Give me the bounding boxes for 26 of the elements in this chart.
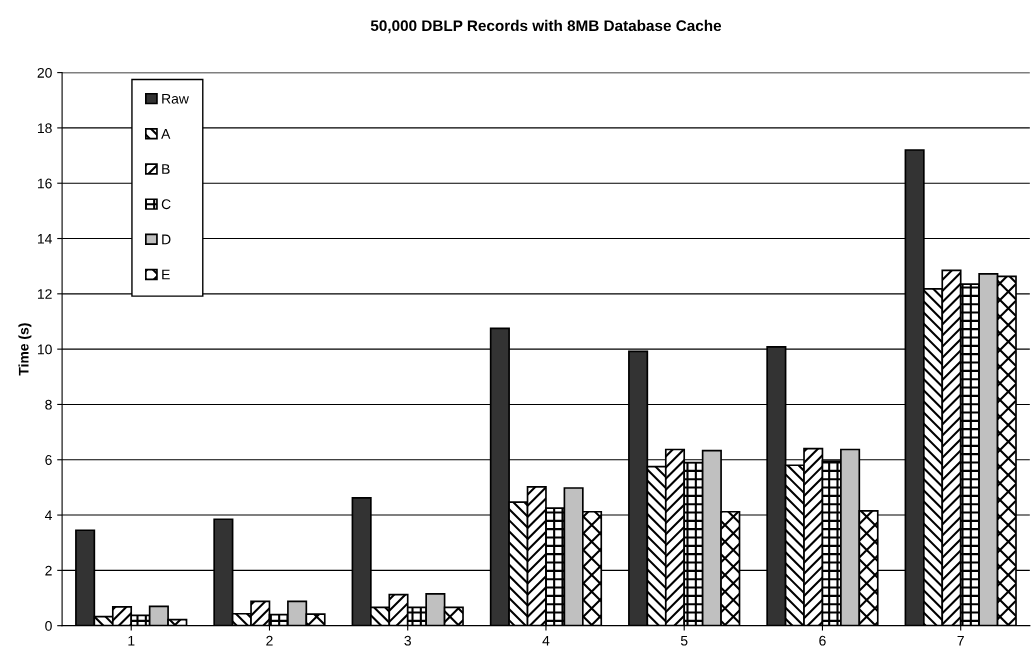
y-tick-label: 6 <box>45 455 52 465</box>
x-tick-label: 5 <box>680 635 688 646</box>
y-tick-label: 14 <box>37 234 52 244</box>
y-axis-title: Time (s) <box>18 323 32 376</box>
x-tick-label: 1 <box>128 635 135 646</box>
y-tick-label: 16 <box>37 178 52 189</box>
y-tick-label: 4 <box>44 510 52 521</box>
legend-label: D <box>162 234 171 245</box>
chart-title: 50,000 DBLP Records with 8MB Database Cache <box>370 19 722 34</box>
x-tick-label: 3 <box>404 635 411 646</box>
x-tick-label: 6 <box>819 635 826 646</box>
x-tick-label: 2 <box>266 635 273 646</box>
x-tick-label: 4 <box>542 635 550 646</box>
legend-label: B <box>162 164 170 174</box>
y-tick-label: 2 <box>45 565 52 576</box>
y-tick-label: 12 <box>37 289 52 299</box>
legend-label: Raw <box>162 93 189 104</box>
y-tick-label: 18 <box>37 123 52 134</box>
legend-label: A <box>161 129 171 139</box>
legend-label: C <box>161 199 171 210</box>
y-tick-label: 0 <box>45 621 52 631</box>
y-tick-label: 20 <box>37 67 52 78</box>
x-tick-label: 7 <box>957 635 964 646</box>
y-tick-label: 8 <box>45 399 52 410</box>
y-tick-label: 10 <box>37 344 52 355</box>
legend-label: E <box>162 269 170 280</box>
